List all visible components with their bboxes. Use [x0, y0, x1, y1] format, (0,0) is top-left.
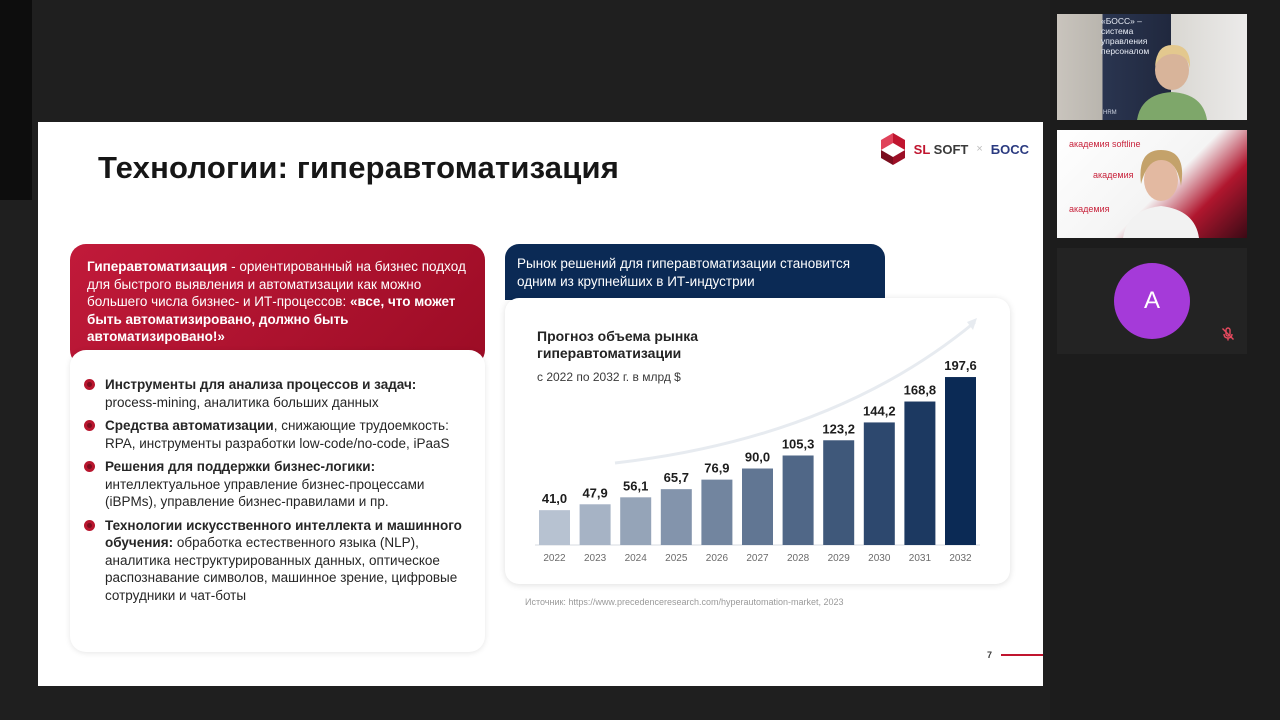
mic-muted-icon[interactable]: [1220, 326, 1236, 342]
academy-label: академия softline: [1069, 139, 1141, 149]
chart-subtitle: с 2022 по 2032 г. в млрд $: [537, 370, 681, 384]
x-tick-label: 2026: [706, 553, 729, 564]
slide: Технологии: гиперавтоматизация SL SOFT ×…: [38, 122, 1043, 686]
bar-2031: [904, 401, 936, 545]
chart-title: Прогноз объема рынка гиперавтоматизации: [537, 328, 699, 361]
bar-2026: [701, 479, 733, 545]
data-label: 90,0: [745, 450, 770, 465]
x-tick-label: 2022: [543, 553, 566, 564]
page-number: 7: [987, 650, 993, 660]
bar-2032: [945, 377, 976, 545]
x-tick-label: 2029: [828, 553, 851, 564]
bar-2024: [620, 497, 652, 545]
list-item: Средства автоматизации, снижающие трудое…: [84, 417, 471, 452]
x-tick-label: 2025: [665, 553, 688, 564]
data-label: 197,6: [944, 358, 977, 373]
list-item: Решения для поддержки бизнес-логики: инт…: [84, 458, 471, 511]
x-tick-label: 2032: [949, 553, 972, 564]
logo-separator: ×: [976, 143, 983, 155]
bar-2022: [539, 510, 570, 545]
definition-term: Гиперавтоматизация: [87, 259, 228, 274]
source-note: Источник: https://www.precedenceresearch…: [525, 597, 844, 607]
trend-arrow-head: [967, 318, 977, 330]
data-label: 47,9: [582, 485, 607, 500]
data-label: 76,9: [704, 461, 729, 476]
bullet-icon: [84, 461, 95, 472]
poster-tag: HRM: [1103, 110, 1117, 116]
bar-2030: [863, 422, 895, 545]
participant-avatar[interactable]: A: [1114, 263, 1190, 339]
definition-text: - ориентированный на бизнес подход для б…: [87, 259, 466, 309]
participant-tile-2[interactable]: академия softline академия академия: [1057, 130, 1247, 238]
slide-title: Технологии: гиперавтоматизация: [98, 150, 620, 185]
boss-wordmark: БОСС: [990, 141, 1029, 157]
participant-tile-1[interactable]: «БОСС» – система управления персоналом H…: [1057, 14, 1247, 120]
trend-arrow: [614, 320, 976, 465]
side-strip: [0, 0, 32, 200]
bullet-icon: [84, 420, 95, 431]
participant-video-icon: [1137, 44, 1207, 120]
definition-quote: «все, что может быть автоматизировано, д…: [87, 294, 456, 344]
header-logo: SL SOFT × БОСС: [880, 132, 1029, 166]
x-tick-label: 2028: [787, 553, 810, 564]
academy-label: академия: [1069, 204, 1110, 214]
x-tick-label: 2023: [584, 553, 607, 564]
poster-text: «БОСС» – система управления персоналом: [1101, 16, 1150, 56]
participant-video-icon: [1123, 150, 1199, 238]
x-tick-label: 2030: [868, 553, 891, 564]
data-label: 41,0: [542, 491, 567, 506]
data-label: 105,3: [782, 436, 815, 451]
bullet-icon: [84, 379, 95, 390]
bar-2025: [660, 489, 692, 545]
sl-soft-logo-icon: [880, 133, 905, 165]
bar-2027: [742, 468, 773, 545]
technologies-list: Инструменты для анализа процессов и зада…: [70, 350, 485, 652]
data-label: 123,2: [822, 421, 855, 436]
page-accent-line: [1001, 654, 1043, 656]
list-item: Инструменты для анализа процессов и зада…: [84, 376, 471, 411]
market-bar-chart: 41,0 2022 47,9 2023 56,1 2024 65,7 2025 76,9 2026…: [535, 318, 980, 564]
bar-2028: [782, 455, 814, 545]
bar-2029: [823, 440, 855, 545]
data-label: 56,1: [623, 478, 648, 493]
x-tick-label: 2031: [909, 553, 932, 564]
data-label: 168,8: [904, 383, 937, 398]
presentation-stage: Технологии: гиперавтоматизация SL SOFT ×…: [0, 0, 1043, 686]
data-label: 65,7: [664, 470, 689, 485]
x-tick-label: 2027: [746, 553, 769, 564]
bullet-icon: [84, 519, 95, 531]
academy-label: академия: [1093, 170, 1134, 180]
sl-soft-wordmark: SL SOFT: [913, 141, 969, 157]
chart-card: 41,0 2022 47,9 2023 56,1 2024 65,7 2025 76,9 2026…: [505, 298, 1010, 584]
market-header: Рынок решений для гиперавтоматизации ста…: [505, 244, 885, 300]
x-tick-label: 2024: [625, 553, 648, 564]
bar-2023: [579, 504, 611, 545]
data-label: 144,2: [863, 403, 896, 418]
definition-card: Гиперавтоматизация - ориентированный на …: [70, 244, 485, 366]
list-item: Технологии искусственного интеллекта и м…: [84, 517, 471, 605]
